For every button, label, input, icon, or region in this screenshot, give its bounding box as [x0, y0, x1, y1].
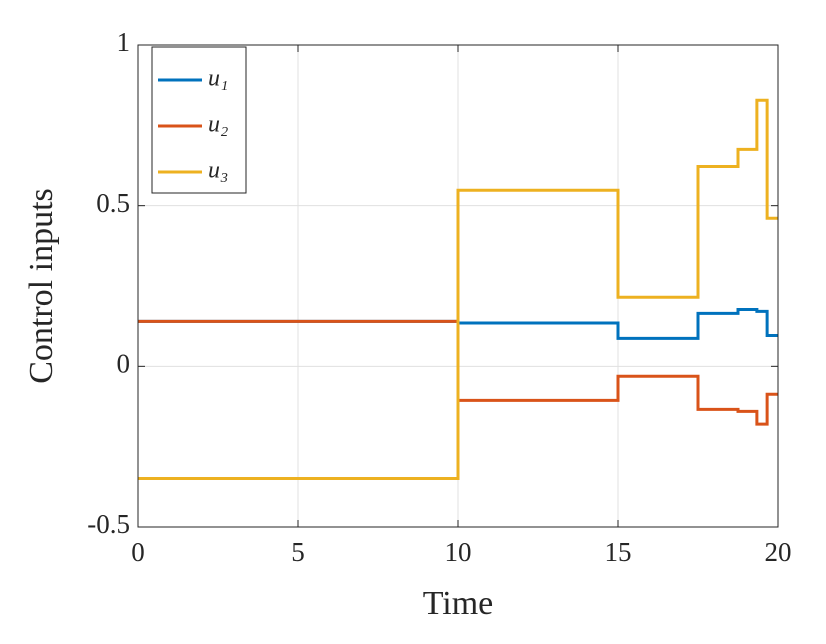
legend-label: u₁: [208, 66, 228, 92]
y-tick-label: 1: [117, 27, 131, 57]
x-tick-label: 10: [445, 537, 472, 567]
series-line: [138, 98, 778, 480]
x-tick-label: 20: [765, 537, 792, 567]
axes-box: [137, 44, 779, 528]
legend-label: u₃: [208, 158, 228, 184]
x-axis-label: Time: [423, 585, 494, 622]
y-axis-label: Control inputs: [23, 188, 60, 384]
y-tick-label: 0.5: [96, 188, 130, 218]
series-line: [138, 319, 778, 426]
x-tick-label: 15: [605, 537, 632, 567]
legend-box: [151, 46, 247, 194]
legend-label: u₂: [208, 112, 228, 138]
y-tick-label: -0.5: [87, 509, 130, 539]
x-tick-label: 0: [131, 537, 145, 567]
series-line: [138, 307, 778, 340]
x-tick-label: 5: [291, 537, 305, 567]
y-tick-label: 0: [117, 349, 131, 379]
